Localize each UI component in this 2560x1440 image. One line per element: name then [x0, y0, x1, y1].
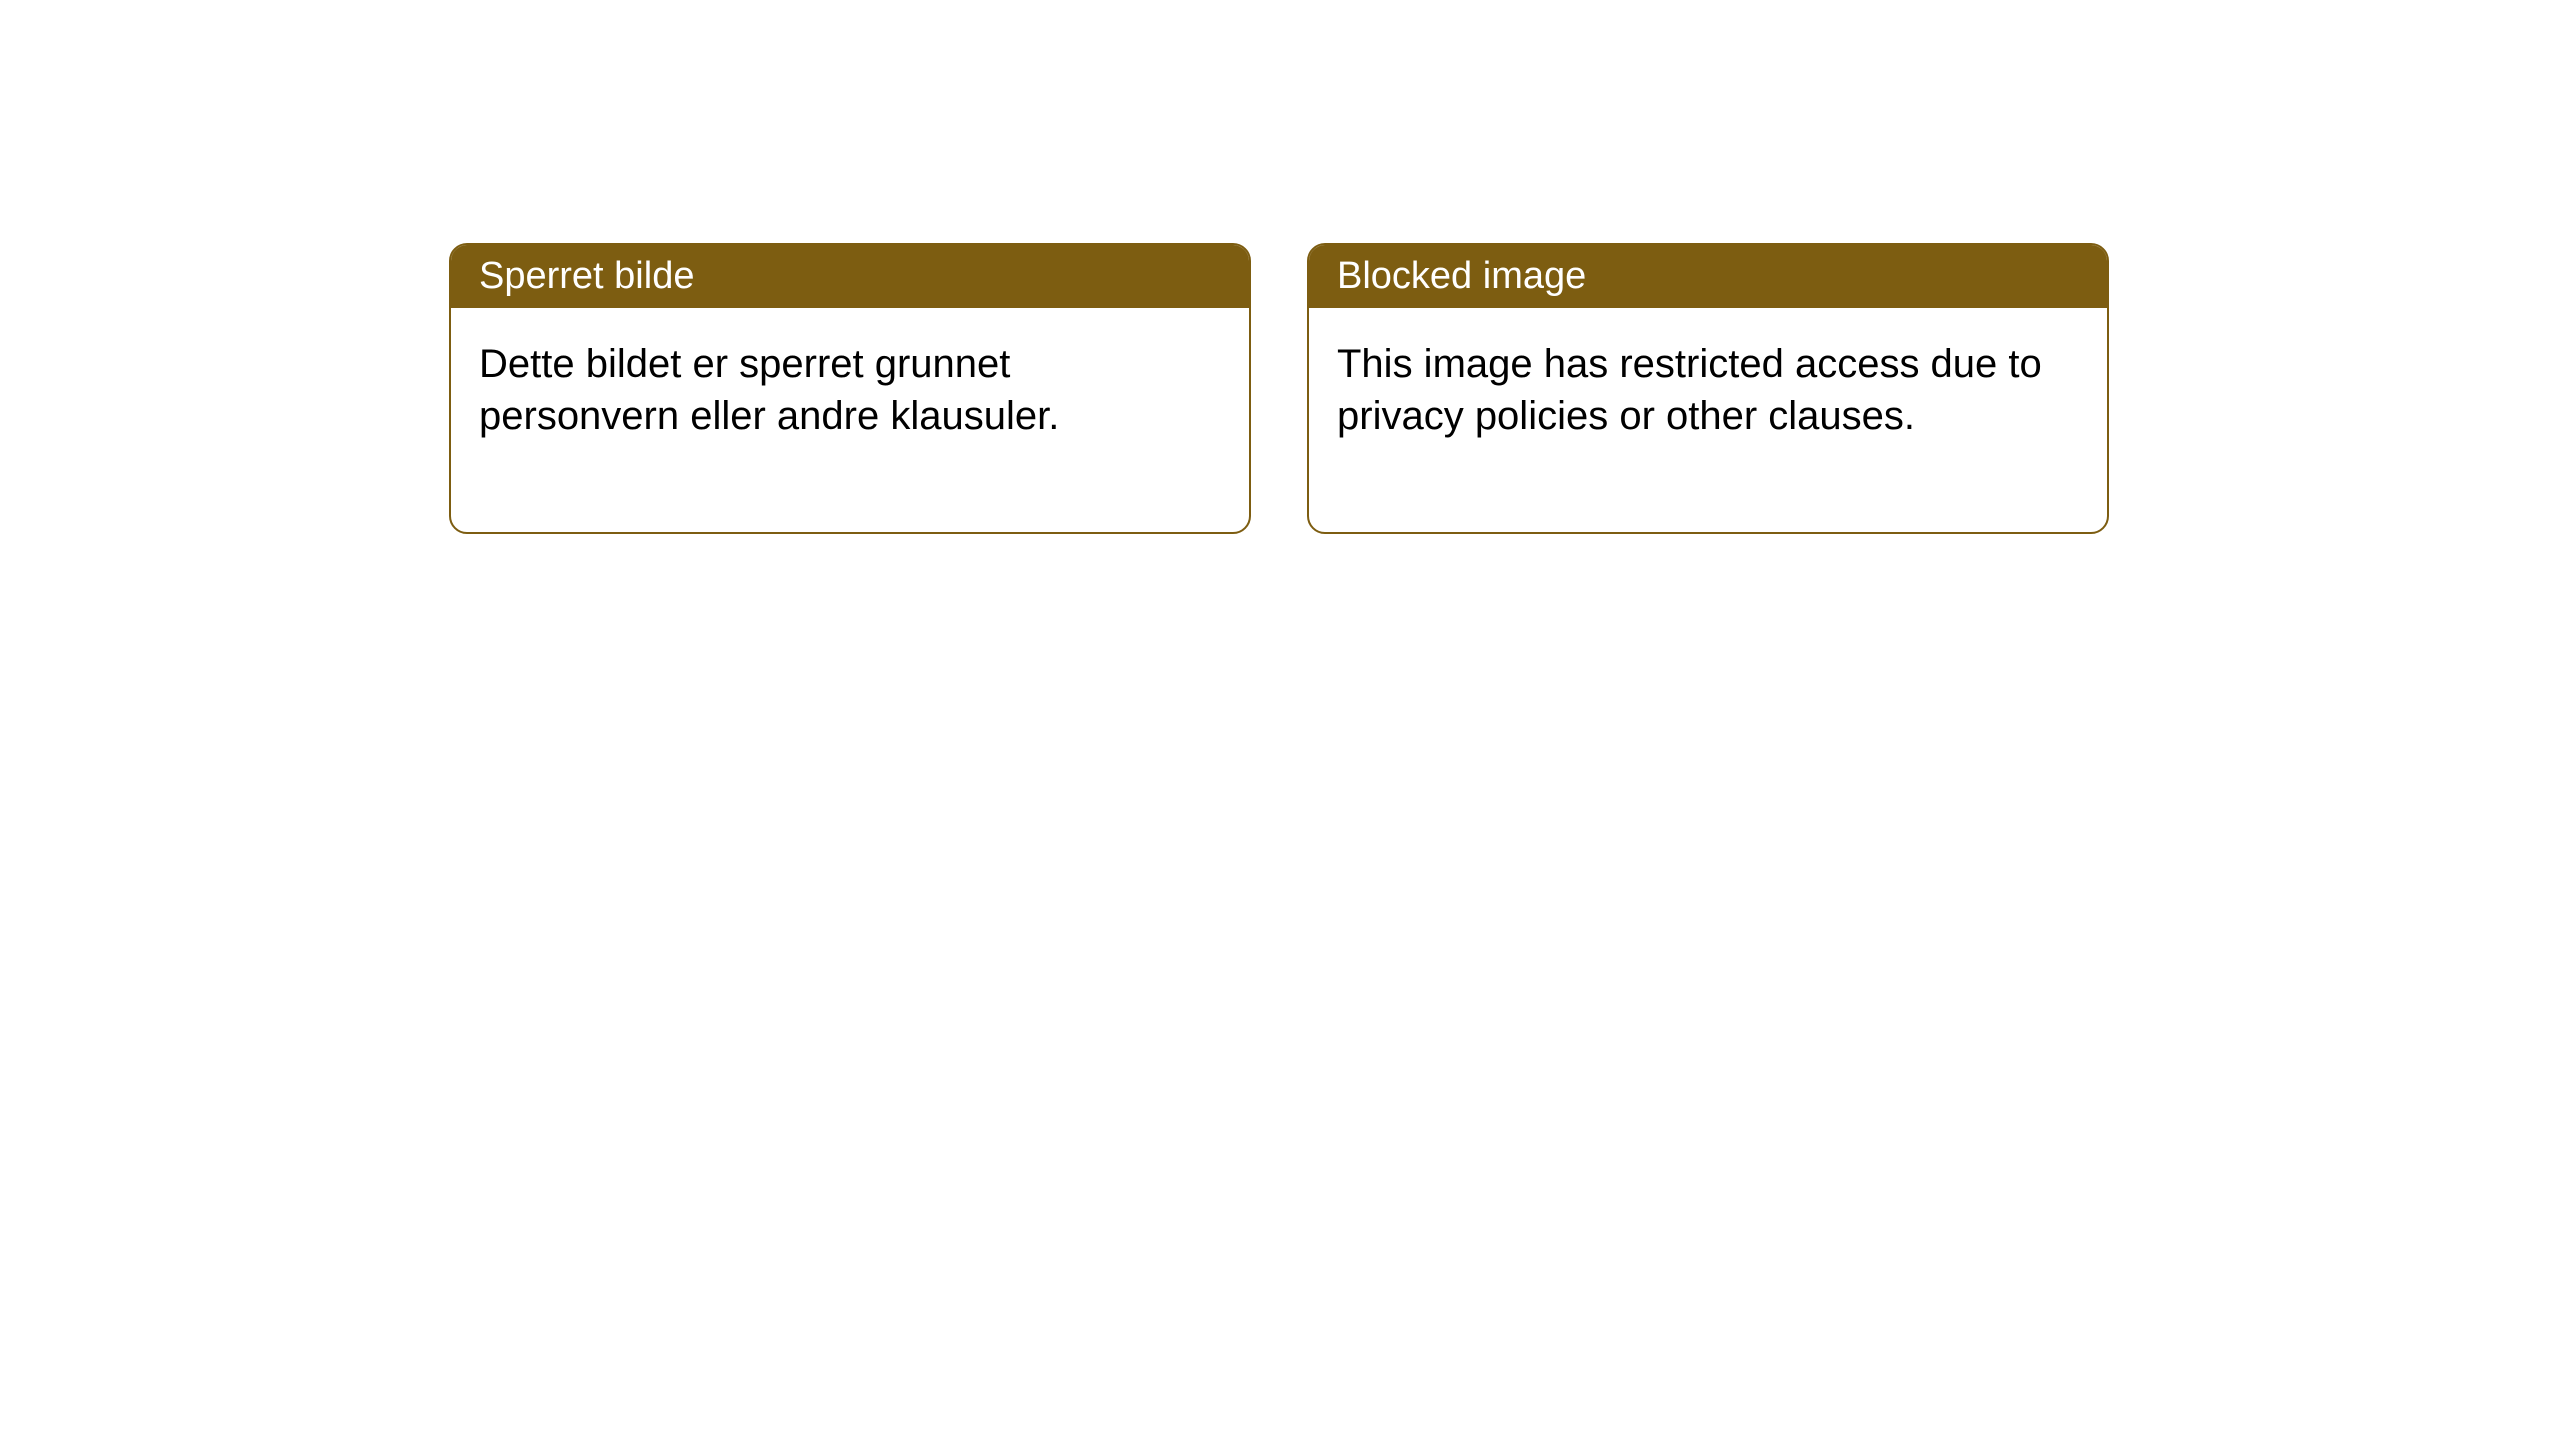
blocked-image-notices: Sperret bilde Dette bildet er sperret gr…	[449, 243, 2109, 534]
card-title: Blocked image	[1309, 245, 2107, 308]
notice-card-english: Blocked image This image has restricted …	[1307, 243, 2109, 534]
notice-card-norwegian: Sperret bilde Dette bildet er sperret gr…	[449, 243, 1251, 534]
card-title: Sperret bilde	[451, 245, 1249, 308]
card-body-text: Dette bildet er sperret grunnet personve…	[451, 308, 1249, 532]
card-body-text: This image has restricted access due to …	[1309, 308, 2107, 532]
